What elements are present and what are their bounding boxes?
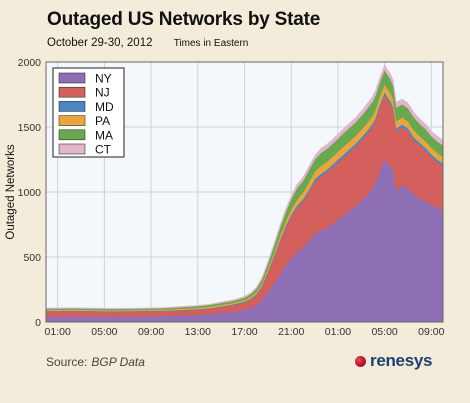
x-tick-label: 13:00 xyxy=(185,326,211,338)
legend-label-ct: CT xyxy=(95,143,112,157)
legend-swatch-ma xyxy=(58,129,86,141)
x-tick-label: 21:00 xyxy=(278,326,304,338)
y-tick-label: 2000 xyxy=(18,57,42,69)
y-tick-label: 0 xyxy=(35,317,41,329)
logo-dot-icon xyxy=(355,355,366,367)
y-tick-label: 1000 xyxy=(18,187,42,199)
date-range: October 29-30, 2012 xyxy=(47,37,153,49)
source-value: BGP Data xyxy=(91,355,145,369)
legend-swatch-md xyxy=(58,101,86,112)
legend-swatch-nj xyxy=(58,86,86,98)
x-tick-label: 01:00 xyxy=(325,326,351,338)
source-label: Source: xyxy=(46,355,88,369)
plot-frame xyxy=(45,61,444,323)
chart-title: Outaged US Networks by State xyxy=(47,9,321,30)
brand-name: renesys xyxy=(370,351,433,370)
timezone-note: Times in Eastern xyxy=(173,38,249,49)
legend-label-nj: NJ xyxy=(95,86,110,100)
chart-subtitle: October 29-30, 2012 Times in Eastern xyxy=(47,37,248,49)
legend-label-ma: MA xyxy=(95,128,113,142)
x-tick-label: 01:00 xyxy=(45,326,71,338)
y-tick-label: 500 xyxy=(23,252,41,264)
y-axis-label: Outaged Networks xyxy=(5,144,17,239)
legend-label-ny: NY xyxy=(95,72,112,86)
legend-swatch-pa xyxy=(58,115,86,126)
x-tick-label: 05:00 xyxy=(91,326,117,338)
legend-label-md: MD xyxy=(95,100,114,114)
legend-swatch-ct xyxy=(58,143,86,155)
brand-logo: renesys xyxy=(355,351,432,371)
x-tick-label: 09:00 xyxy=(418,326,444,338)
y-tick-label: 1500 xyxy=(18,122,42,134)
x-tick-label: 17:00 xyxy=(231,326,257,338)
x-tick-label: 05:00 xyxy=(371,326,397,338)
legend-swatch-ny xyxy=(58,72,86,84)
x-tick-label: 09:00 xyxy=(138,326,164,338)
legend-label-pa: PA xyxy=(95,114,110,128)
source-attribution: Source: BGP Data xyxy=(46,355,145,369)
